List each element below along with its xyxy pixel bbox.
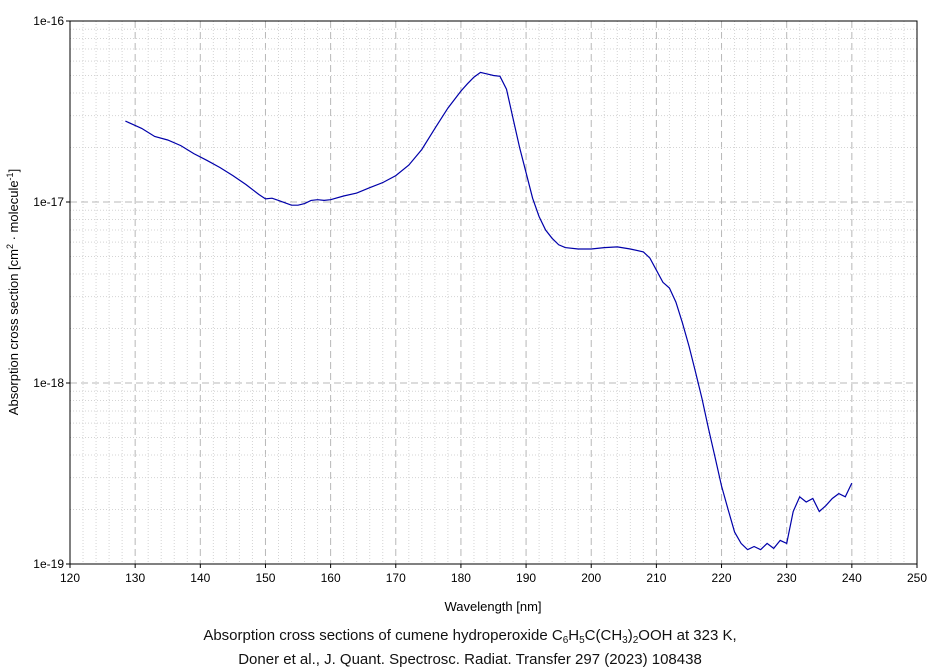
plot-frame — [69, 20, 918, 565]
x-axis: 120 130 140 150 160 170 180 190 200 210 220 230 240 2… — [60, 564, 927, 585]
x-tick-label: 190 — [516, 571, 536, 585]
caption-line-2: Doner et al., J. Quant. Spectrosc. Radia… — [238, 651, 702, 668]
y-axis: 1e-19 1e-18 1e-17 1e-16 — [33, 14, 70, 571]
absorption-chart: 120 130 140 150 160 170 180 190 200 210 220 230 240 2… — [5, 14, 927, 614]
y-axis-label: Absorption cross section [cm2 · molecule… — [5, 169, 21, 415]
y-tick-label: 1e-18 — [33, 376, 64, 390]
x-tick-label: 130 — [125, 571, 145, 585]
x-tick-label: 230 — [777, 571, 797, 585]
x-tick-label: 200 — [581, 571, 601, 585]
x-tick-label: 220 — [712, 571, 732, 585]
x-tick-label: 170 — [386, 571, 406, 585]
y-tick-label: 1e-17 — [33, 195, 64, 209]
x-tick-label: 180 — [451, 571, 471, 585]
x-tick-label: 210 — [646, 571, 666, 585]
caption-line-1: Absorption cross sections of cumene hydr… — [203, 627, 737, 646]
x-tick-label: 120 — [60, 571, 80, 585]
series-line — [125, 71, 853, 551]
y-tick-label: 1e-16 — [33, 14, 64, 28]
y-tick-label: 1e-19 — [33, 557, 64, 571]
x-tick-label: 250 — [907, 571, 927, 585]
x-tick-label: 240 — [842, 571, 862, 585]
grid — [70, 21, 917, 564]
x-tick-label: 140 — [190, 571, 210, 585]
x-axis-label: Wavelength [nm] — [444, 599, 541, 614]
x-tick-label: 160 — [321, 571, 341, 585]
x-tick-label: 150 — [255, 571, 275, 585]
